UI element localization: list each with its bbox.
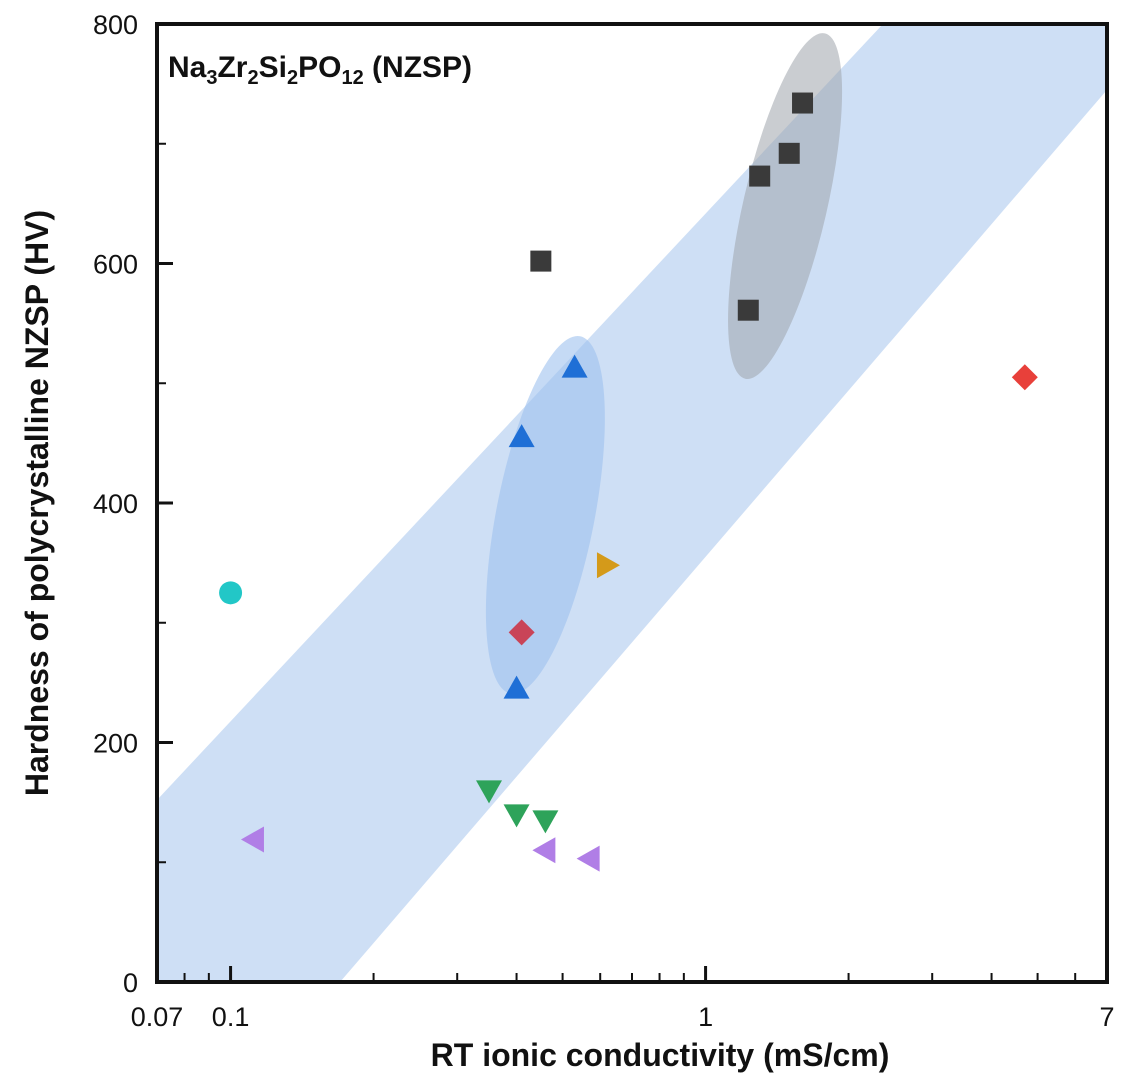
point-triangle-down-2 [532,810,559,834]
x-tick-label: 1 [698,1002,713,1032]
y-tick-label: 0 [123,968,138,998]
y-tick-label: 200 [93,729,138,759]
x-tick-label: 7 [1099,1002,1114,1032]
point-triangle-up-2 [561,354,588,378]
point-triangle-left-1 [532,837,556,864]
point-diamond-0 [508,619,535,646]
point-triangle-down-0 [476,780,503,804]
point-diamond-0 [1011,364,1038,391]
point-triangle-left-2 [576,845,600,872]
point-square-1 [737,299,759,321]
y-tick-label: 600 [93,250,138,280]
point-square-3 [778,142,800,164]
point-triangle-up-1 [508,424,535,448]
point-circle-0 [219,581,243,605]
point-triangle-down-1 [503,804,530,828]
point-square-2 [749,165,771,187]
y-axis-title: Hardness of polycrystalline NZSP (HV) [19,210,55,796]
point-square-4 [792,92,814,114]
point-triangle-up-0 [503,675,530,699]
chart-title: Na3Zr2Si2PO12 (NZSP) [168,51,472,89]
y-tick-label: 400 [93,489,138,519]
x-tick-label: 0.07 [131,1002,184,1032]
trend-band [157,24,1107,982]
x-tick-label: 0.1 [212,1002,250,1032]
point-triangle-right-0 [596,552,620,579]
point-square-0 [530,250,552,272]
point-triangle-left-0 [240,826,264,853]
y-tick-label: 800 [93,10,138,40]
x-axis-title: RT ionic conductivity (mS/cm) [431,1037,890,1073]
ellipse-gray-cluster [728,33,843,379]
ellipse-blue-cluster [485,336,605,694]
